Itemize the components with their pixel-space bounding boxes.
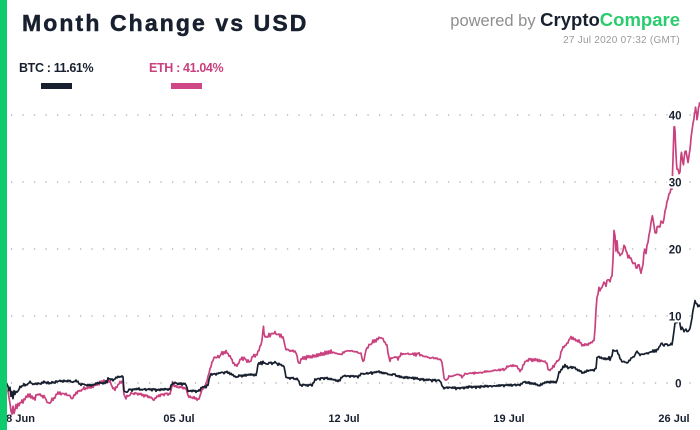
- svg-text:40: 40: [669, 111, 682, 123]
- svg-text:30: 30: [669, 178, 682, 190]
- svg-text:12 Jul: 12 Jul: [328, 413, 359, 425]
- svg-text:0: 0: [675, 379, 681, 391]
- svg-text:20: 20: [669, 245, 682, 257]
- svg-text:28 Jun: 28 Jun: [0, 413, 35, 425]
- svg-text:10: 10: [669, 312, 682, 324]
- svg-text:05 Jul: 05 Jul: [163, 413, 194, 425]
- svg-text:26 Jul: 26 Jul: [658, 413, 689, 425]
- svg-text:19 Jul: 19 Jul: [493, 413, 524, 425]
